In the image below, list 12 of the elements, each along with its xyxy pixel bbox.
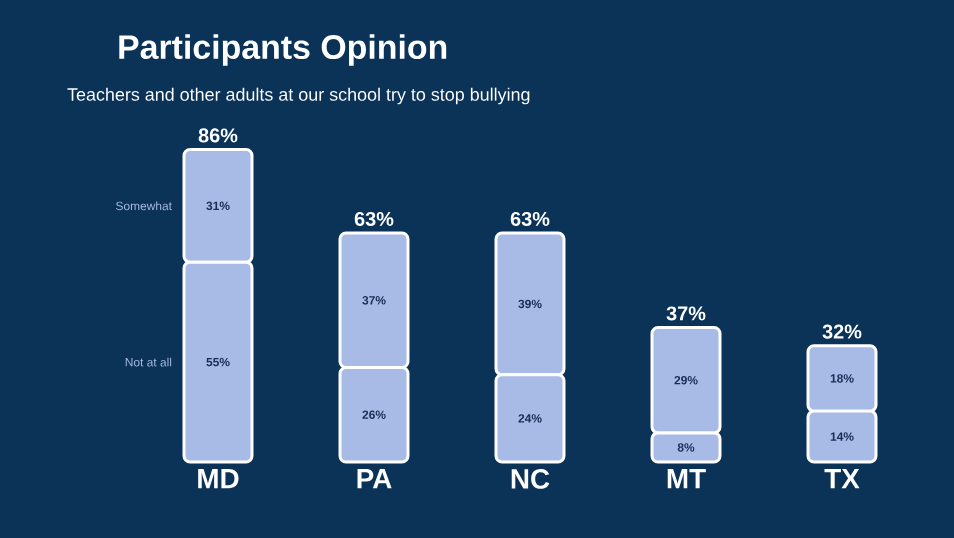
total-label: 86% <box>198 128 238 143</box>
chart-subtitle: Teachers and other adults at our school try to stop bullying <box>67 87 530 105</box>
x-tick-label: TX <box>824 469 860 489</box>
total-label: 32% <box>822 324 862 339</box>
total-label: 63% <box>510 211 550 227</box>
x-tick-label: PA <box>357 469 392 489</box>
x-tick-label: NC <box>511 469 550 489</box>
chart-title: Participants Opinion <box>119 34 447 66</box>
x-tick-label: MT <box>667 469 706 489</box>
total-label: 63% <box>354 211 394 227</box>
total-label: 37% <box>666 306 706 321</box>
x-tick-label: MD <box>198 469 239 489</box>
